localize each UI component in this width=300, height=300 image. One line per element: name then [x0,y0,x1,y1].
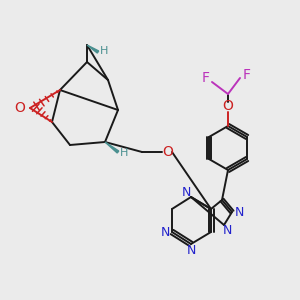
Text: N: N [160,226,170,238]
Text: F: F [202,71,210,85]
Text: O: O [163,145,173,159]
Text: O: O [223,99,233,113]
Polygon shape [105,142,119,153]
Text: F: F [243,68,251,82]
Text: N: N [181,185,191,199]
Text: H: H [120,148,128,158]
Text: O: O [15,101,26,115]
Text: N: N [234,206,244,218]
Text: N: N [186,244,196,257]
Polygon shape [87,45,99,53]
Text: H: H [100,46,108,56]
Text: N: N [222,224,232,238]
